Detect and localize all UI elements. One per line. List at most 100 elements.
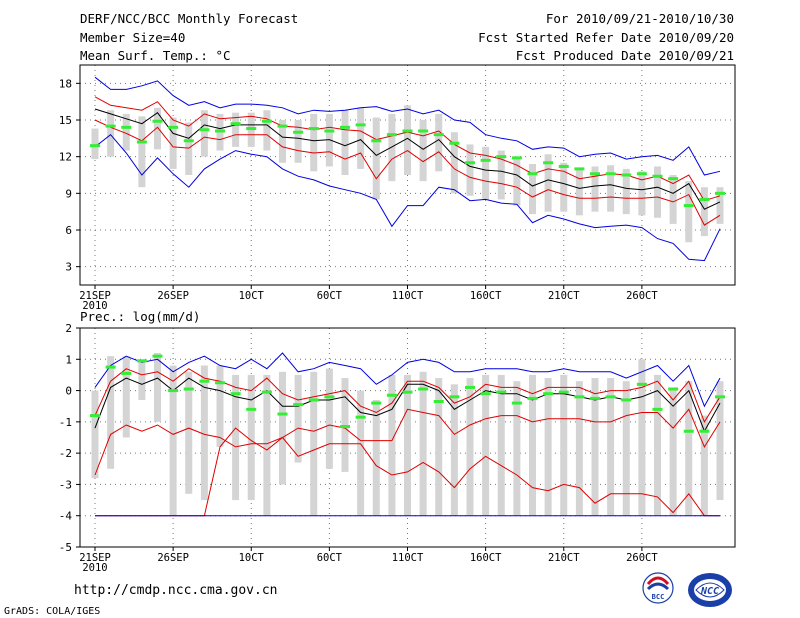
precipitation-observed-marker	[699, 429, 710, 433]
precipitation-observed-marker	[230, 392, 241, 396]
precipitation-spread-box	[388, 374, 396, 516]
precipitation-xtick-label: 110CT	[392, 552, 424, 564]
precipitation-ytick-label: -4	[59, 510, 73, 523]
temperature-observed-marker	[543, 161, 554, 165]
precipitation-xtick-label: 160CT	[470, 552, 502, 564]
temperature-ytick-label: 18	[59, 77, 72, 90]
temperature-spread-box	[372, 117, 380, 200]
precipitation-ytick-label: 1	[65, 353, 72, 366]
temperature-observed-marker	[230, 122, 241, 126]
temperature-observed-marker	[433, 133, 444, 137]
temperature-observed-marker	[324, 129, 335, 133]
temperature-xtick-label: 21SEP	[79, 290, 111, 302]
precipitation-spread-box	[294, 374, 302, 463]
temperature-spread-box	[513, 156, 521, 206]
precipitation-observed-marker	[246, 407, 257, 411]
precipitation-spread-box	[232, 374, 240, 501]
temperature-spread-box	[169, 117, 177, 169]
temperature-spread-box	[450, 132, 458, 194]
precipitation-observed-marker	[433, 400, 444, 404]
temperature-spread-box	[122, 113, 130, 151]
temperature-spread-box	[591, 166, 599, 212]
chart-title: DERF/NCC/BCC Monthly Forecast	[80, 11, 299, 26]
precipitation-observed-marker	[121, 371, 132, 375]
precipitation-observed-marker	[511, 401, 522, 405]
temperature-observed-marker	[558, 164, 569, 168]
precipitation-observed-marker	[293, 403, 304, 407]
precipitation-spread-box	[122, 356, 130, 438]
temperature-observed-marker	[340, 125, 350, 129]
precipitation-observed-marker	[152, 354, 163, 358]
precipitation-observed-marker	[543, 392, 554, 396]
precipitation-observed-marker	[90, 414, 100, 418]
precipitation-spread-box	[419, 371, 427, 516]
precipitation-observed-marker	[574, 395, 585, 399]
temperature-spread-box	[107, 110, 115, 157]
member-size-label: Member Size=40	[80, 30, 186, 45]
temperature-observed-marker	[527, 172, 538, 176]
forecast-produced-date: Fcst Produced Date 2010/09/21	[515, 48, 734, 63]
temperature-observed-marker	[402, 129, 413, 133]
temperature-ytick-label: 15	[59, 114, 72, 127]
precipitation-ytick-label: -5	[59, 541, 72, 554]
temperature-observed-marker	[293, 130, 304, 134]
temperature-spread-box	[575, 168, 583, 216]
precipitation-spread-box	[669, 390, 677, 516]
precipitation-spread-box	[154, 353, 161, 422]
temperature-series-min	[94, 134, 721, 262]
precipitation-spread-box	[357, 390, 365, 516]
precipitation-spread-box	[638, 359, 646, 516]
precipitation-ytick-label: -1	[59, 416, 72, 429]
temperature-observed-marker	[668, 177, 679, 181]
precipitation-spread-box	[107, 356, 115, 469]
precipitation-spread-box	[591, 378, 599, 516]
temperature-xtick-label: 260CT	[626, 290, 658, 302]
precipitation-series-lower	[94, 408, 721, 476]
precipitation-spread-box	[404, 374, 411, 516]
precipitation-observed-marker	[308, 398, 319, 402]
precipitation-observed-marker	[136, 359, 147, 363]
temperature-spread-box	[91, 128, 99, 160]
precipitation-observed-marker	[418, 387, 429, 391]
temperature-spread-box	[279, 120, 286, 163]
precipitation-observed-marker	[402, 390, 413, 394]
temperature-spread-box	[200, 110, 208, 157]
temperature-observed-marker	[480, 158, 491, 162]
precipitation-observed-marker	[355, 415, 366, 419]
precipitation-spread-box	[310, 371, 318, 516]
precipitation-observed-marker	[324, 395, 335, 399]
precipitation-observed-marker	[340, 425, 350, 429]
precipitation-spread-box	[435, 378, 443, 516]
precipitation-observed-marker	[715, 395, 725, 399]
precipitation-observed-marker	[496, 390, 507, 394]
precipitation-xtick-label: 10CT	[239, 552, 265, 564]
precipitation-spread-box	[247, 374, 255, 501]
forecast-refer-date: Fcst Started Refer Date 2010/09/20	[478, 30, 734, 45]
bcc-logo: BCC	[642, 572, 674, 604]
precipitation-observed-marker	[183, 387, 194, 391]
temperature-observed-marker	[699, 197, 710, 201]
variable-label-temperature: Mean Surf. Temp.: °C	[80, 48, 231, 63]
temperature-observed-marker	[511, 156, 522, 160]
temperature-spread-box	[607, 165, 615, 212]
temperature-spread-box	[622, 168, 630, 215]
precipitation-spread-box	[341, 378, 349, 472]
precipitation-xtick-label: 21SEP	[79, 552, 111, 564]
temperature-observed-marker	[199, 128, 210, 132]
temperature-spread-box	[700, 187, 708, 237]
precipitation-observed-marker	[480, 392, 491, 396]
temperature-spread-box	[404, 105, 411, 175]
precipitation-spread-box	[716, 381, 724, 501]
temperature-observed-marker	[246, 127, 257, 131]
precipitation-xtick-label: 210CT	[548, 552, 580, 564]
temperature-observed-marker	[355, 123, 366, 127]
temperature-observed-marker	[636, 172, 647, 176]
precipitation-ytick-label: -2	[59, 447, 72, 460]
precipitation-spread-box	[529, 374, 536, 516]
precipitation-xtick-label: 60CT	[317, 552, 343, 564]
precipitation-spread-box	[185, 371, 193, 494]
temperature-xtick-label: 10CT	[239, 290, 265, 302]
